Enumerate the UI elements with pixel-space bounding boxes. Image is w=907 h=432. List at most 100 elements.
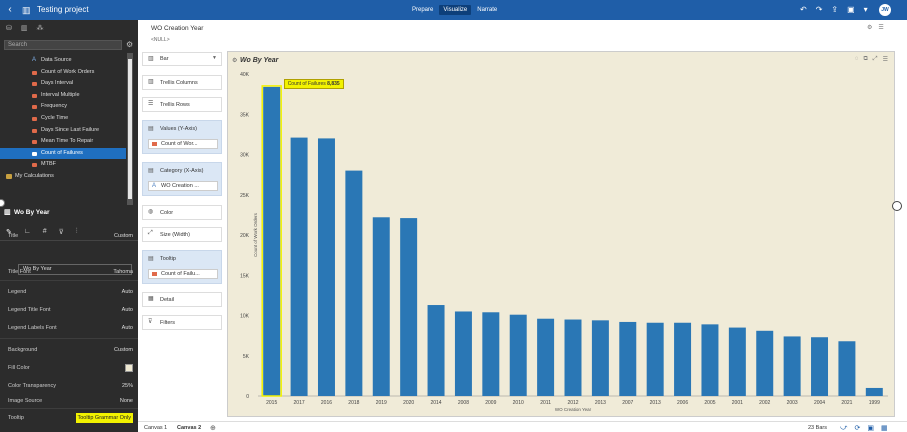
properties-header: ▥ Wo By Year <box>0 207 138 219</box>
attribute-icon: A <box>152 183 157 189</box>
auto-apply-icon[interactable]: ⤻ <box>840 424 848 431</box>
prop-legend-title-font[interactable]: Legend Title Font Auto <box>8 307 133 313</box>
y-tick-label: 0 <box>246 394 249 400</box>
prop-tooltip[interactable]: Tooltip Tooltip Grammar Only <box>8 413 133 423</box>
tooltip-icon: ▤ <box>148 256 154 262</box>
fill-color-swatch[interactable] <box>125 364 133 372</box>
tree-item-days-interval[interactable]: Days Interval <box>0 78 126 90</box>
general-tab-icon[interactable]: ✎ <box>6 229 12 236</box>
menu-icon[interactable]: ☰ <box>878 25 884 31</box>
tooltip-pill[interactable]: Count of Failu... <box>148 269 218 279</box>
analytics-tab-icon[interactable]: ⫶ <box>75 228 78 235</box>
layout-icon[interactable]: ▣ <box>867 425 874 432</box>
category-x-axis-drop[interactable]: ▤ Category (X-Axis) A WO Creation ... <box>142 162 222 196</box>
values-y-axis-drop[interactable]: ▤ Values (Y-Axis) Count of Wor... <box>142 120 222 154</box>
tab-canvas-1[interactable]: Canvas 1 <box>144 425 168 431</box>
refresh-data-icon[interactable]: ⟳ <box>854 425 861 432</box>
refresh-icon[interactable]: ◌ <box>854 56 859 62</box>
tree-item-cycle-time[interactable]: Cycle Time <box>0 113 126 125</box>
copy-icon[interactable]: ⧉ <box>863 56 868 62</box>
y-tick-label: 10K <box>240 314 250 320</box>
bar-selection-outline <box>261 85 282 397</box>
chart-title: Wo By Year <box>240 57 279 64</box>
x-tick-label: 2019 <box>376 400 387 406</box>
prop-color-transparency[interactable]: Color Transparency 25% <box>8 383 133 389</box>
category-pill[interactable]: A WO Creation ... <box>148 181 218 191</box>
bar-chart: 0 5K 10K 15K 20K 25K 30K 35K 40K Count of Work Or… <box>240 72 888 412</box>
tab-narrate[interactable]: Narrate <box>477 7 498 13</box>
visualizations-icon[interactable]: ▥ <box>20 25 28 32</box>
menu-icon[interactable]: ▾ <box>863 5 868 14</box>
x-tick-label: 1999 <box>869 400 880 406</box>
filters-drop[interactable]: ⊽ Filters <box>142 315 222 330</box>
tab-visualize[interactable]: Visualize <box>439 5 472 15</box>
trellis-rows-drop[interactable]: ☰ Trellis Rows <box>142 97 222 112</box>
chart-type-select[interactable]: ▥ Bar ▼ <box>142 52 222 66</box>
database-icon[interactable]: ⛁ <box>6 25 12 32</box>
tab-canvas-2[interactable]: Canvas 2 <box>177 425 202 431</box>
resize-handle[interactable] <box>892 201 902 211</box>
size-icon: ⤢ <box>148 230 153 236</box>
prop-fill-color[interactable]: Fill Color <box>0 363 138 373</box>
scrollbar-thumb[interactable] <box>128 59 132 199</box>
tree-item-data-source[interactable]: A Data Source <box>32 57 72 63</box>
prop-background[interactable]: Background Custom <box>8 347 133 353</box>
chevron-left-icon[interactable]: ‹ <box>8 4 12 15</box>
resize-handle[interactable] <box>0 199 5 207</box>
tab-prepare[interactable]: Prepare <box>412 7 434 13</box>
measure-icon <box>32 93 37 98</box>
bar <box>564 319 582 396</box>
tree-item-count-of-work-orders[interactable]: Count of Work Orders <box>0 67 126 79</box>
prop-image-source[interactable]: Image Source None <box>8 398 133 404</box>
tree-item-my-calculations[interactable]: My Calculations <box>0 171 126 183</box>
filter-title[interactable]: WO Creation Year <box>151 25 204 32</box>
panel-tabs: ⛁ ▥ ⁂ <box>6 24 44 32</box>
detail-drop[interactable]: ▦ Detail <box>142 292 222 307</box>
gear-icon[interactable]: ⚙ <box>126 40 134 49</box>
tree-item-mtbf[interactable]: MTBF <box>0 159 126 171</box>
avatar[interactable]: JW <box>879 4 891 16</box>
prop-title-font[interactable]: Title Font Tahoma <box>8 269 133 275</box>
chart-menu-icon[interactable]: ⚙ <box>232 58 238 64</box>
filter-value[interactable]: <NULL> <box>151 37 170 43</box>
tree-item-mean-time-to-repair[interactable]: Mean Time To Repair <box>0 136 126 148</box>
search-input[interactable]: Search <box>4 40 122 50</box>
menu-icon[interactable]: ☰ <box>882 57 888 63</box>
save-icon[interactable]: ▣ <box>847 5 855 14</box>
tree-item-frequency[interactable]: Frequency <box>0 101 126 113</box>
maximize-icon[interactable]: ⤢ <box>872 56 878 62</box>
axis-tab-icon[interactable]: ∟ <box>23 228 31 235</box>
chart-toolbar-icons: ◌ ⧉ ⤢ ☰ <box>855 56 888 63</box>
redo-icon[interactable]: ↷ <box>815 5 823 14</box>
prop-legend[interactable]: Legend Auto <box>8 289 133 295</box>
measure-icon <box>32 116 37 121</box>
analytics-icon[interactable]: ⁂ <box>36 25 44 32</box>
export-icon[interactable]: ⇪ <box>831 5 839 14</box>
y-tick-label: 35K <box>240 112 250 118</box>
y-tick-label: 5K <box>243 354 250 360</box>
bar-chart-icon: ▥ <box>4 209 11 216</box>
tree-item-days-since-last-failure[interactable]: Days Since Last Failure <box>0 125 126 137</box>
tree-item-count-of-failures[interactable]: Count of Failures <box>0 147 126 160</box>
scrollbar[interactable] <box>127 53 133 205</box>
grid-icon[interactable]: ▦ <box>880 425 888 432</box>
x-tick-label: 2012 <box>567 400 578 406</box>
title-input[interactable]: Wo By Year <box>18 264 132 275</box>
add-canvas-icon[interactable]: ⊕ <box>210 425 216 432</box>
trellis-columns-drop[interactable]: ▥ Trellis Columns <box>142 75 222 90</box>
filter-tab-icon[interactable]: ⊽ <box>58 229 64 236</box>
tree-item-interval-multiple[interactable]: Interval Multiple <box>0 90 126 102</box>
tooltip-drop[interactable]: ▤ Tooltip Count of Failu... <box>142 250 222 284</box>
values-pill[interactable]: Count of Wor... <box>148 139 218 149</box>
y-tick-label: 15K <box>240 273 250 279</box>
prop-legend-labels-font[interactable]: Legend Labels Font Auto <box>8 325 133 331</box>
undo-icon[interactable]: ↶ <box>800 5 807 14</box>
values-tab-icon[interactable]: # <box>42 228 47 235</box>
prop-title[interactable]: Title Custom <box>8 233 133 239</box>
filter-settings-icon[interactable]: ⚙ <box>867 25 873 31</box>
size-drop[interactable]: ⤢ Size (Width) <box>142 227 222 242</box>
color-drop[interactable]: ◍ Color <box>142 205 222 220</box>
folder-icon <box>6 173 12 179</box>
y-axis-label: Count of Work Orders <box>253 212 258 256</box>
